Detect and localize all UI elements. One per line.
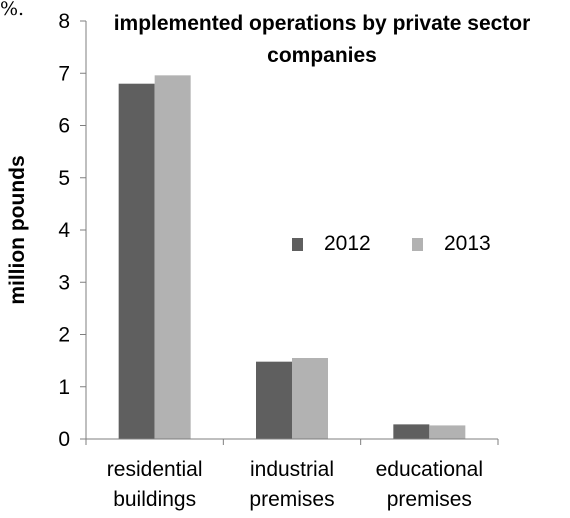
category-label: residential xyxy=(107,458,203,481)
y-axis-label-group: million pounds xyxy=(6,155,29,304)
y-tick-label: 5 xyxy=(58,167,70,190)
legend-label-2013: 2013 xyxy=(444,232,491,255)
legend-swatch-2013 xyxy=(412,238,423,251)
chart-title-line: companies xyxy=(267,44,377,67)
y-tick-label: 1 xyxy=(58,376,70,399)
legend: 2012 2013 xyxy=(292,232,491,255)
y-axis-ticks: 0 1 2 3 4 5 6 7 8 xyxy=(58,10,86,451)
top-text-fragment: %. xyxy=(0,0,25,20)
y-axis-label: million pounds xyxy=(6,155,29,304)
bars xyxy=(118,75,466,439)
chart-title: implemented operations by private sector… xyxy=(114,12,531,67)
category-label: premises xyxy=(387,488,472,511)
y-tick-label: 8 xyxy=(58,10,70,33)
y-tick-label: 0 xyxy=(58,428,70,451)
y-tick-label: 2 xyxy=(58,324,70,347)
legend-swatch-2012 xyxy=(292,238,303,251)
legend-label-2012: 2012 xyxy=(324,232,371,255)
y-tick-label: 7 xyxy=(58,62,70,85)
category-label: educational xyxy=(376,458,483,481)
bar-2013-2 xyxy=(429,425,466,439)
category-label: premises xyxy=(249,488,334,511)
y-tick-label: 3 xyxy=(58,271,70,294)
category-labels: residential buildings industrial premises ed… xyxy=(107,458,483,511)
bar-2013-1 xyxy=(292,358,328,439)
y-tick-label: 6 xyxy=(58,115,70,138)
category-label: industrial xyxy=(250,458,334,481)
category-label: buildings xyxy=(113,488,196,511)
chart-title-line: implemented operations by private sector xyxy=(114,12,531,35)
bar-2013-0 xyxy=(154,75,191,439)
bar-2012-2 xyxy=(393,424,430,439)
y-tick-label: 4 xyxy=(58,219,70,242)
bar-2012-1 xyxy=(256,361,292,439)
axes xyxy=(85,21,499,445)
bar-2012-0 xyxy=(118,83,155,439)
